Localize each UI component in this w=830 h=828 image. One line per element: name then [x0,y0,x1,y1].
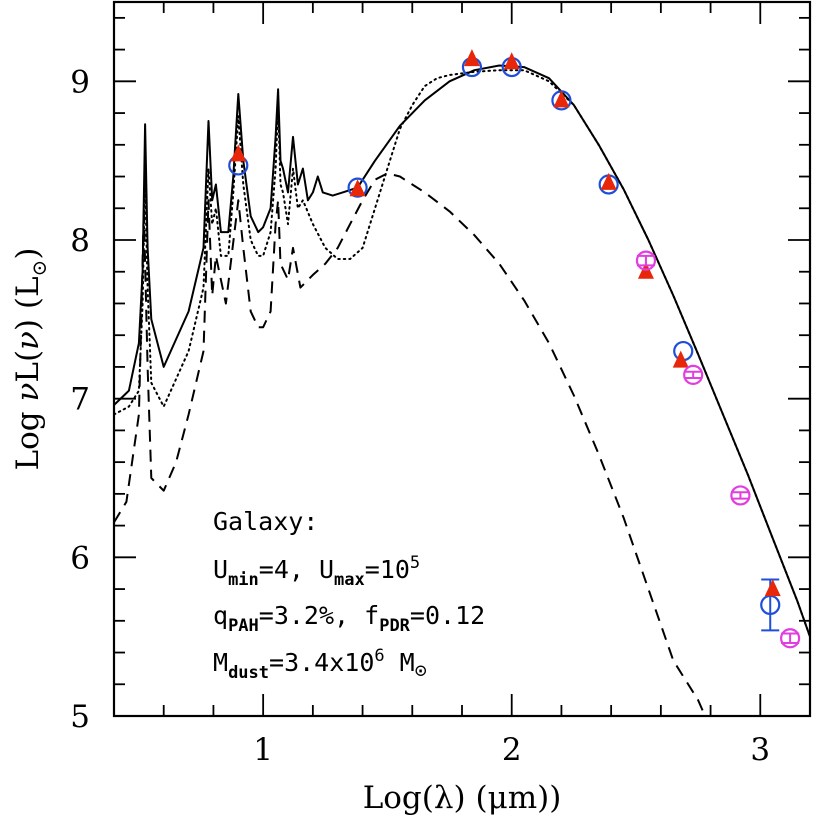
plot-frame [112,0,812,718]
x-tick-label: 3 [750,732,770,768]
y-axis-title: Log νL(ν) (L⊙) [10,248,51,471]
annotation-line-2: Umin=4, Umax=105 [213,553,420,590]
data-point-circle [730,485,751,506]
annotation-line-3: qPAH=3.2%, fPDR=0.12 [213,601,485,636]
ticks-layer [114,2,810,716]
data-point-triangle [600,172,617,190]
data-point-triangle [672,350,689,368]
annotation-line-4: Mdust=3.4x106 M⊙ [213,646,427,683]
y-tick-label: 7 [70,382,90,418]
series-dotted-line [114,69,810,638]
data-point-circle [347,177,368,198]
data-point-triangle [463,49,480,67]
data-point-triangle [349,179,366,197]
data-point-circle [635,250,657,271]
annotation-block: Galaxy: Umin=4, Umax=105 qPAH=3.2%, fPDR… [213,507,485,683]
data-point-triangle [553,90,570,108]
points-layer [228,49,801,649]
tick-labels: 1 2 3 5 6 7 8 9 [70,64,770,768]
data-point-triangle [503,52,520,70]
y-tick-label: 6 [70,540,90,576]
data-point-circle [780,628,801,649]
series-solid-line [114,64,810,638]
y-tick-label: 9 [70,64,90,100]
curves-layer [114,64,810,716]
y-tick-label: 8 [70,223,90,259]
data-point-triangle [764,579,781,597]
y-tick-label: 5 [70,699,90,735]
x-tick-label: 1 [253,732,273,768]
x-tick-label: 2 [502,732,522,768]
x-axis-title: Log(λ) (μm)) [363,780,562,816]
annotation-line-1: Galaxy: [213,507,318,536]
data-point-triangle [230,144,247,162]
data-point-circle [683,364,704,385]
series-dashed-line [114,172,707,716]
